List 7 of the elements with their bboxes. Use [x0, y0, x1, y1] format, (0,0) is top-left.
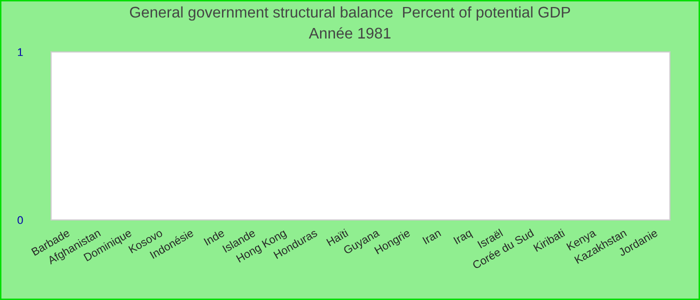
- chart-title: General government structural balance Percent of potential GDP: [130, 6, 570, 21]
- y-tick-label: 1: [18, 48, 23, 56]
- x-tick-label: Inde: [203, 228, 225, 246]
- y-tick-label: 0: [18, 216, 23, 224]
- x-tick-label: Iraq: [453, 228, 474, 246]
- x-tick-label: Iran: [422, 228, 442, 244]
- chart-subtitle: Année 1981: [308, 27, 390, 39]
